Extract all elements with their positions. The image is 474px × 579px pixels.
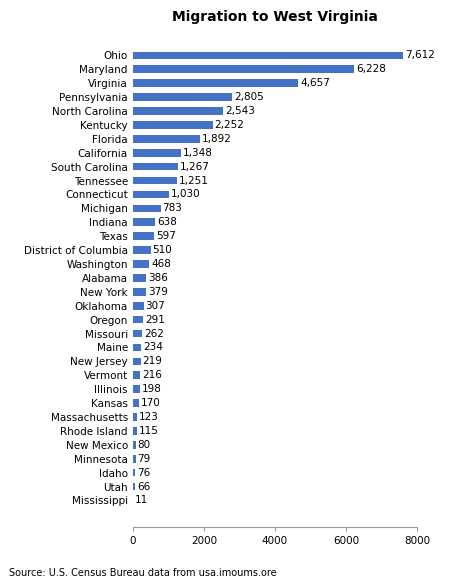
Text: 1,267: 1,267 — [180, 162, 210, 171]
Text: 379: 379 — [148, 287, 168, 297]
Bar — [133, 400, 139, 407]
Text: 80: 80 — [137, 440, 150, 450]
Text: 7,612: 7,612 — [405, 50, 435, 60]
Text: 307: 307 — [146, 301, 165, 311]
Text: 597: 597 — [156, 231, 175, 241]
Bar — [133, 427, 137, 435]
Bar — [133, 260, 149, 268]
Bar — [133, 343, 141, 351]
Text: 2,543: 2,543 — [225, 106, 255, 116]
Text: 76: 76 — [137, 468, 150, 478]
Text: 234: 234 — [143, 342, 163, 353]
Bar — [133, 316, 143, 324]
Text: 1,348: 1,348 — [182, 148, 212, 157]
Text: 2,252: 2,252 — [215, 120, 245, 130]
Text: 123: 123 — [139, 412, 159, 422]
Text: 115: 115 — [138, 426, 158, 436]
Text: 638: 638 — [157, 217, 177, 228]
Text: 216: 216 — [142, 370, 162, 380]
Bar — [133, 386, 140, 393]
Bar — [133, 441, 136, 449]
Text: 783: 783 — [162, 203, 182, 214]
Text: 386: 386 — [148, 273, 168, 283]
Bar — [133, 204, 161, 212]
Bar — [133, 135, 200, 142]
Text: 510: 510 — [153, 245, 173, 255]
Bar — [133, 469, 136, 477]
Bar — [133, 329, 142, 338]
Bar — [133, 246, 151, 254]
Text: 1,030: 1,030 — [171, 189, 201, 200]
Text: 11: 11 — [135, 496, 148, 505]
Bar — [133, 218, 155, 226]
Text: 1,251: 1,251 — [179, 175, 209, 186]
Bar — [133, 107, 223, 115]
Bar — [133, 455, 136, 463]
Bar — [133, 483, 135, 490]
Bar — [133, 149, 181, 156]
Text: 291: 291 — [145, 314, 165, 325]
Text: 1,892: 1,892 — [202, 134, 232, 144]
Bar — [133, 65, 354, 73]
Bar — [133, 358, 140, 365]
Text: 219: 219 — [142, 356, 162, 367]
Text: 79: 79 — [137, 454, 151, 464]
Title: Migration to West Virginia: Migration to West Virginia — [172, 10, 378, 24]
Text: 262: 262 — [144, 328, 164, 339]
Bar — [133, 52, 403, 59]
Bar — [133, 232, 154, 240]
Text: 4,657: 4,657 — [300, 78, 330, 88]
Bar — [133, 413, 137, 421]
Bar — [133, 93, 232, 101]
Bar — [133, 274, 146, 282]
Bar — [133, 372, 140, 379]
Bar — [133, 121, 213, 129]
Text: 6,228: 6,228 — [356, 64, 386, 74]
Bar — [133, 302, 144, 310]
Text: 170: 170 — [140, 398, 160, 408]
Text: 198: 198 — [142, 384, 162, 394]
Text: 468: 468 — [151, 259, 171, 269]
Bar — [133, 163, 178, 170]
Text: 66: 66 — [137, 482, 150, 492]
Bar — [133, 288, 146, 296]
Bar — [133, 79, 298, 87]
Bar — [133, 177, 177, 184]
Text: 2,805: 2,805 — [234, 92, 264, 102]
Text: Source: U.S. Census Bureau data from usa.imoums.ore: Source: U.S. Census Bureau data from usa… — [9, 568, 277, 578]
Bar — [133, 190, 169, 198]
